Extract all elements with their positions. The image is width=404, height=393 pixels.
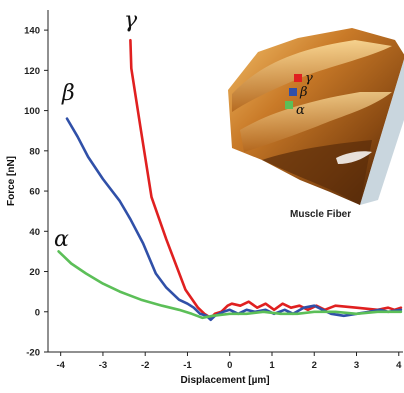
y-tick-label: 80 (29, 146, 40, 157)
inset-caption: Muscle Fiber (290, 209, 351, 220)
y-tick-label: -20 (26, 348, 40, 359)
y-tick-label: 40 (29, 227, 40, 238)
y-tick-label: 0 (35, 307, 40, 318)
y-tick-label: 140 (24, 26, 40, 37)
x-tick-label: 1 (269, 360, 275, 371)
series-line-beta (65, 117, 403, 322)
y-tick-label: 120 (24, 66, 40, 77)
y-tick-label: 20 (29, 267, 40, 278)
y-tick-label: 100 (24, 106, 40, 117)
x-tick-label: -2 (141, 360, 149, 371)
y-axis-title: Force [nN] (6, 156, 17, 206)
inset-label-beta: β (299, 85, 308, 100)
series-label-beta: β (61, 81, 75, 106)
alpha-marker (285, 101, 293, 109)
x-tick-label: 0 (227, 360, 232, 371)
gamma-marker (294, 74, 302, 82)
series-line-gamma (129, 38, 403, 320)
x-ticks: -4 -3 -2 -1 0 1 2 3 4 (56, 352, 402, 371)
inset-label-gamma: γ (305, 71, 313, 86)
y-ticks: -20 0 20 40 60 80 100 120 140 (24, 26, 48, 359)
series-layer (57, 38, 403, 322)
x-tick-label: 2 (312, 360, 317, 371)
x-tick-label: -1 (183, 360, 192, 371)
x-axis-title: Displacement [µm] (180, 375, 269, 386)
inset-label-alpha: α (296, 103, 305, 118)
series-line-alpha (57, 250, 403, 320)
x-tick-label: -4 (56, 360, 65, 371)
series-label-gamma: γ (124, 8, 138, 33)
inset-legend: γ β α (285, 71, 313, 118)
x-tick-label: 3 (354, 360, 359, 371)
series-label-alpha: α (54, 227, 69, 252)
muscle-fiber-afm-image (228, 28, 404, 205)
y-tick-label: 60 (29, 187, 40, 198)
x-tick-label: -3 (99, 360, 107, 371)
beta-marker (289, 88, 297, 96)
x-tick-label: 4 (396, 360, 402, 371)
